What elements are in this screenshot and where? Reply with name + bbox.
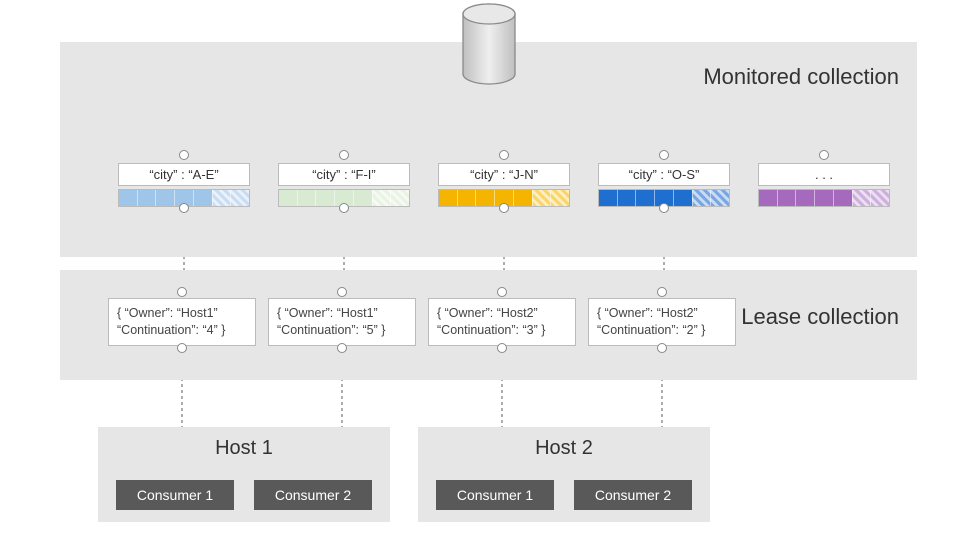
partition-label: . . . (758, 163, 890, 186)
partition-label: “city” : “O-S” (598, 163, 730, 186)
host-box: Host 1 Consumer 1 Consumer 2 (98, 427, 390, 522)
lease-owner-line: { “Owner”: “Host2” (437, 305, 567, 322)
connection-marker (819, 150, 829, 160)
consumer-box: Consumer 2 (574, 480, 692, 510)
lease-box: { “Owner”: “Host2”“Continuation”: “2” } (588, 298, 736, 346)
host-title: Host 2 (418, 427, 710, 460)
consumer-box: Consumer 1 (436, 480, 554, 510)
connection-marker (177, 343, 187, 353)
lease-box: { “Owner”: “Host1”“Continuation”: “4” } (108, 298, 256, 346)
lease-box: { “Owner”: “Host2”“Continuation”: “3” } (428, 298, 576, 346)
partition-label: “city” : “F-I” (278, 163, 410, 186)
connection-marker (659, 203, 669, 213)
monitored-collection-label: Monitored collection (703, 64, 899, 90)
partition-data-bar (758, 189, 890, 207)
connection-marker (657, 287, 667, 297)
connection-marker (497, 287, 507, 297)
connection-marker (177, 287, 187, 297)
partition-box: “city” : “A-E” (118, 163, 250, 207)
connection-marker (179, 150, 189, 160)
consumer-box: Consumer 1 (116, 480, 234, 510)
lease-continuation-line: “Continuation”: “4” } (117, 322, 247, 339)
partition-box: “city” : “F-I” (278, 163, 410, 207)
partition-box: . . . (758, 163, 890, 207)
connection-marker (337, 343, 347, 353)
lease-continuation-line: “Continuation”: “5” } (277, 322, 407, 339)
connection-marker (659, 150, 669, 160)
partition-box: “city” : “J-N” (438, 163, 570, 207)
connection-marker (339, 150, 349, 160)
host-box: Host 2 Consumer 1 Consumer 2 (418, 427, 710, 522)
lease-box: { “Owner”: “Host1”“Continuation”: “5” } (268, 298, 416, 346)
lease-continuation-line: “Continuation”: “2” } (597, 322, 727, 339)
connection-marker (497, 343, 507, 353)
lease-owner-line: { “Owner”: “Host1” (277, 305, 407, 322)
connection-marker (499, 150, 509, 160)
host-title: Host 1 (98, 427, 390, 460)
lease-owner-line: { “Owner”: “Host1” (117, 305, 247, 322)
consumer-box: Consumer 2 (254, 480, 372, 510)
partition-label: “city” : “J-N” (438, 163, 570, 186)
connection-marker (657, 343, 667, 353)
lease-collection-label: Lease collection (741, 304, 899, 330)
partition-box: “city” : “O-S” (598, 163, 730, 207)
lease-continuation-line: “Continuation”: “3” } (437, 322, 567, 339)
connection-marker (337, 287, 347, 297)
connection-marker (499, 203, 509, 213)
partition-label: “city” : “A-E” (118, 163, 250, 186)
database-icon (461, 2, 517, 92)
connection-marker (179, 203, 189, 213)
lease-owner-line: { “Owner”: “Host2” (597, 305, 727, 322)
connection-marker (339, 203, 349, 213)
